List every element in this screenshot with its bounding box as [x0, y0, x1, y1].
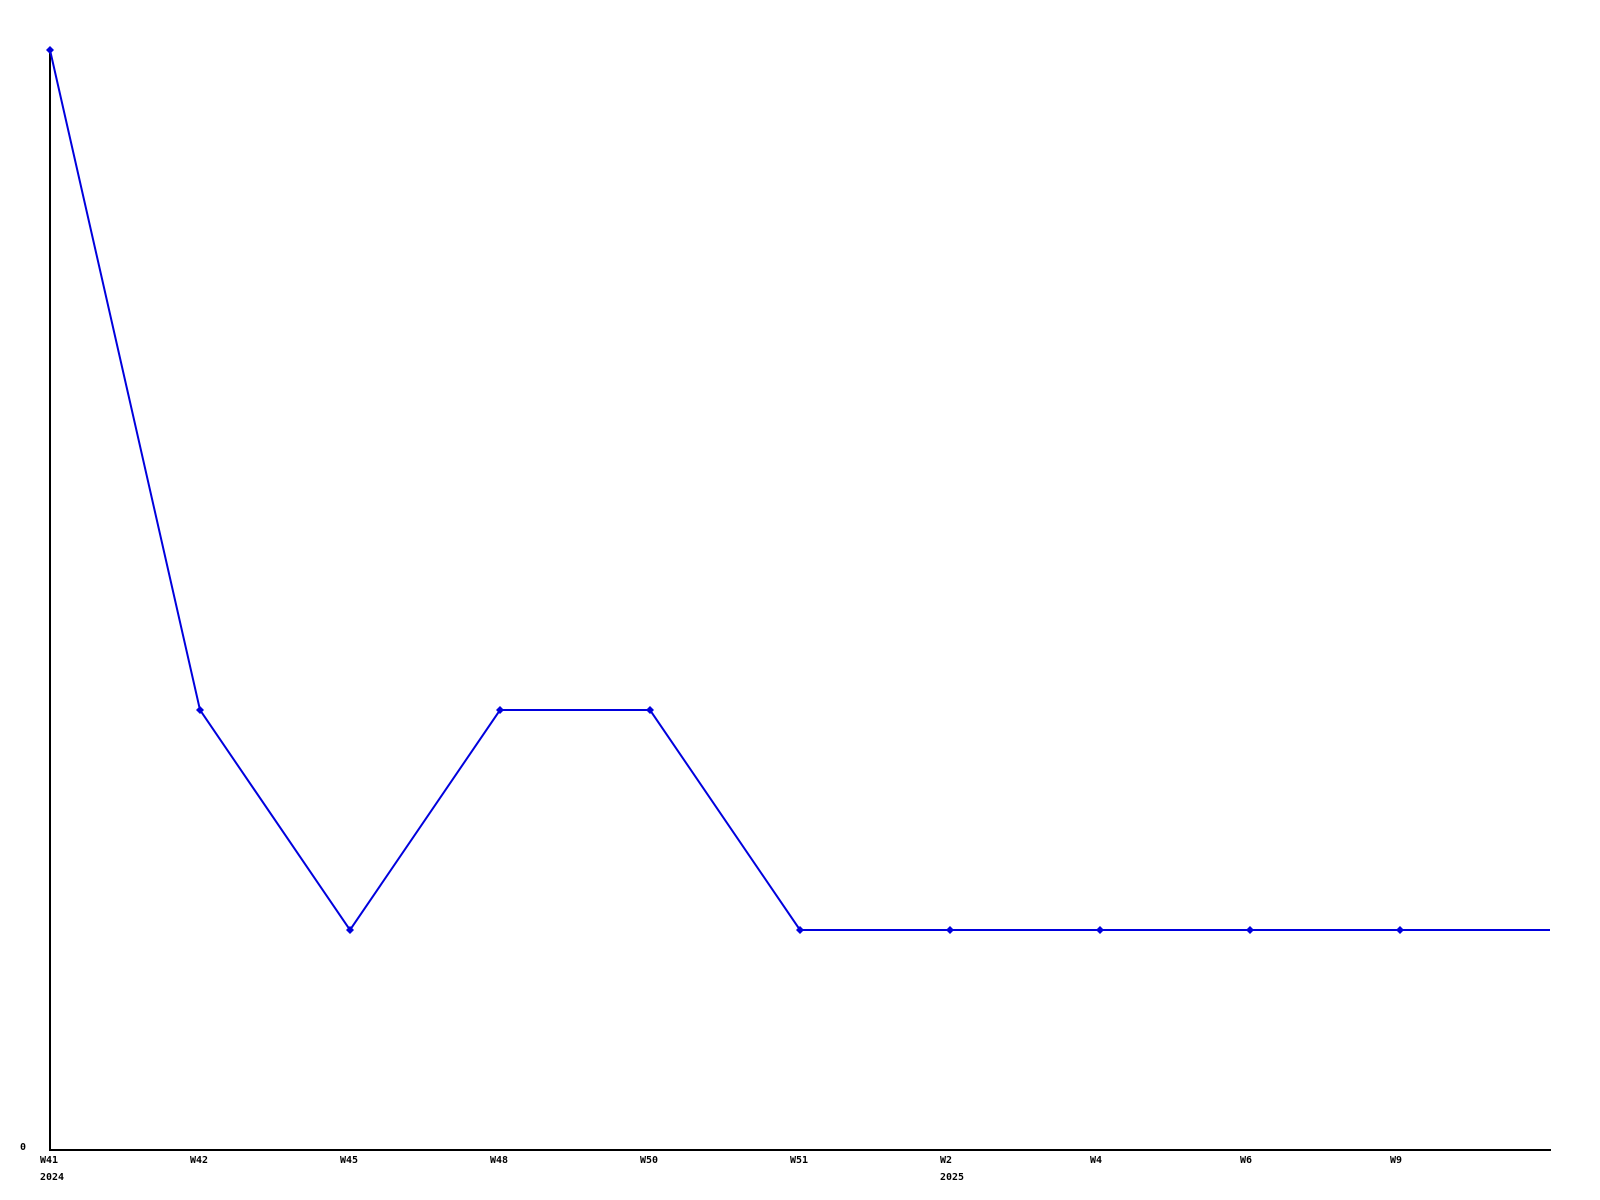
x-tick-week: W4	[1090, 1155, 1103, 1166]
x-tick-week: W6	[1240, 1155, 1253, 1166]
data-point-marker	[1396, 926, 1404, 934]
x-tick-label: W45	[340, 1152, 358, 1169]
data-point-marker	[946, 926, 954, 934]
x-tick-label: W48	[490, 1152, 508, 1169]
data-point-marker	[496, 706, 504, 714]
x-tick-week: W42	[190, 1155, 209, 1166]
x-tick-label: W41 2024	[40, 1152, 64, 1186]
data-point-marker	[196, 706, 204, 714]
data-point-marker	[46, 46, 54, 54]
x-tick-label: W9	[1390, 1152, 1402, 1169]
x-tick-label: W50	[640, 1152, 658, 1169]
x-tick-label: W51	[790, 1152, 808, 1169]
x-tick-label: W2 2025	[940, 1152, 964, 1186]
x-tick-week: W9	[1390, 1155, 1403, 1166]
y-axis-zero-label: 0	[19, 1142, 26, 1153]
x-tick-label: W4	[1090, 1152, 1102, 1169]
x-tick-year: 2025	[940, 1172, 965, 1183]
data-point-marker	[1096, 926, 1104, 934]
data-series-line	[49, 49, 1550, 932]
x-tick-week: W2	[940, 1155, 953, 1166]
data-point-marker	[1246, 926, 1254, 934]
x-tick-week: W51	[790, 1155, 809, 1166]
x-tick-label: W6	[1240, 1152, 1252, 1169]
x-tick-week: W50	[640, 1155, 659, 1166]
data-point-marker	[796, 926, 804, 934]
data-point-marker	[346, 926, 354, 934]
data-point-marker	[646, 706, 654, 714]
x-tick-week: W41	[40, 1155, 59, 1166]
x-tick-year: 2024	[40, 1172, 65, 1183]
x-tick-label: W42	[190, 1152, 208, 1169]
x-tick-week: W48	[490, 1155, 509, 1166]
x-tick-week: W45	[340, 1155, 359, 1166]
